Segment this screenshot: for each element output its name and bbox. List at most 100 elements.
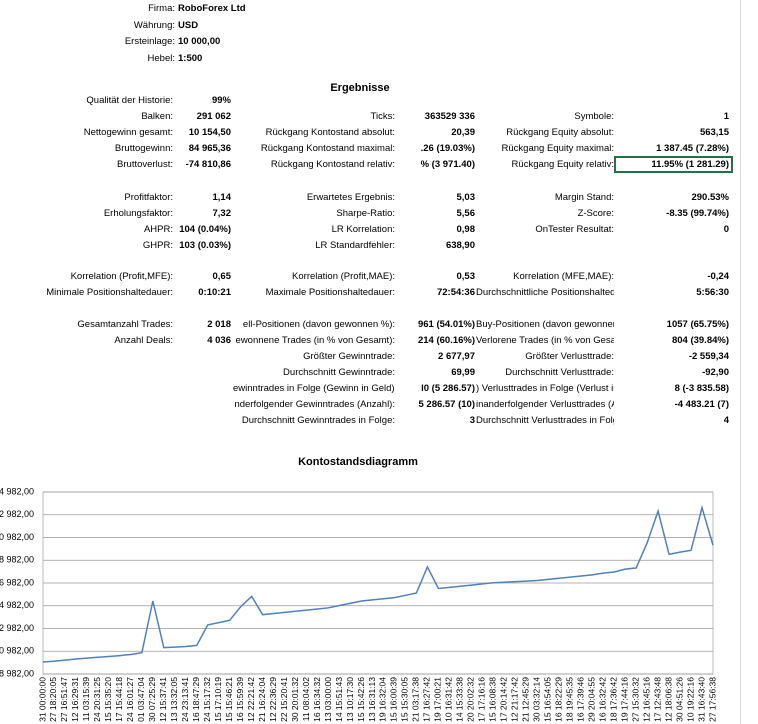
- result-label: Minimale Positionshaltedauer:: [46, 287, 173, 298]
- x-tick-label: 27 18:20:05: [48, 677, 58, 722]
- result-label: Durchschnitt Verlusttrades in Folge:: [476, 415, 614, 426]
- x-tick-label: 12 22:21:42: [246, 677, 256, 722]
- header-label: Firma:: [148, 3, 175, 14]
- x-tick-label: 17 20:14:42: [499, 677, 509, 722]
- x-tick-label: 21 16:24:04: [257, 677, 267, 722]
- y-tick-label: 0 982,00: [0, 646, 34, 656]
- result-value: 11.95% (1 281.29): [651, 159, 729, 170]
- result-value: 2 018: [207, 319, 231, 330]
- result-value: 1057 (65.75%): [666, 319, 729, 330]
- x-tick-label: 22 15:20:41: [279, 677, 289, 722]
- result-value: -4 483.21 (7): [674, 399, 729, 410]
- result-label: Balken:: [141, 111, 173, 122]
- x-tick-label: 30 04:51:26: [674, 677, 684, 722]
- x-tick-label: 12 18:06:38: [663, 677, 673, 722]
- result-value: 4 036: [207, 335, 231, 346]
- x-tick-label: 01 03:47:04: [136, 677, 146, 722]
- result-value: 1,14: [212, 192, 232, 203]
- x-tick-label: 30 20:01:32: [290, 677, 300, 722]
- x-tick-label: 24 23:13:41: [180, 677, 190, 722]
- y-tick-label: 2 982,00: [0, 623, 34, 633]
- chart-title: Kontostandsdiagramm: [298, 456, 418, 468]
- x-tick-label: 12 22:36:29: [268, 677, 278, 722]
- x-tick-label: 16 16:32:42: [597, 677, 607, 722]
- x-tick-label: 31 16:43:40: [696, 677, 706, 722]
- result-label: Bruttoverlust:: [117, 159, 173, 170]
- result-value: 961 (54.01%): [417, 319, 475, 330]
- y-tick-label: 6 982,00: [0, 577, 34, 587]
- x-tick-label: 15 15:46:21: [224, 677, 234, 722]
- x-tick-label: 27 17:56:38: [707, 677, 717, 722]
- result-value: -8.35 (99.74%): [666, 208, 729, 219]
- result-label: Buy-Positionen (davon gewonnen %):: [476, 319, 614, 330]
- result-value: 2 677,97: [438, 351, 475, 362]
- y-tick-label: 8 982,00: [0, 555, 34, 565]
- x-tick-label: 30 03:32:14: [532, 677, 542, 722]
- result-value: 69,99: [451, 367, 475, 378]
- x-tick-label: 17 15:44:18: [114, 677, 124, 722]
- header-value: USD: [178, 19, 199, 31]
- result-label: Symbole:: [574, 111, 614, 122]
- result-value: 10 154,50: [188, 127, 231, 138]
- result-label: inanderfolgender Verlusttrades (Anzahl):: [476, 399, 614, 410]
- header-value: RoboForex Ltd: [178, 3, 246, 14]
- chart: Kontostandsdiagramm 8 982,00 0 982,00 2 98…: [0, 456, 717, 722]
- result-label: Größter Gewinntrade:: [303, 351, 395, 362]
- x-tick-label: 14 15:51:43: [334, 677, 344, 722]
- x-tick-label: 24 15:17:32: [202, 677, 212, 722]
- selected-cell: [614, 156, 733, 173]
- result-label: Margin Stand:: [554, 192, 614, 203]
- x-tick-label: 27 16:51:47: [59, 677, 69, 722]
- result-label: OnTester Resultat:: [535, 224, 614, 235]
- result-value: 103 (0.03%): [179, 240, 231, 251]
- header-value: 10 000,00: [178, 36, 221, 47]
- result-label: ell-Positionen (davon gewonnen %):: [242, 319, 395, 330]
- header-label: Hebel:: [147, 52, 175, 64]
- result-value: 1 387.45 (7.28%): [656, 143, 729, 154]
- result-value: 804 (39.84%): [671, 335, 729, 346]
- result-value: 104 (0.04%): [179, 224, 231, 235]
- result-value: 0,65: [212, 271, 232, 282]
- result-value: 4: [723, 415, 729, 426]
- y-tick-label: 4 982,00: [0, 486, 34, 496]
- result-label: ewinntrades in Folge (Gewinn in Geld):: [233, 383, 395, 394]
- result-label: Größter Verlusttrade:: [525, 351, 614, 362]
- x-tick-label: 11 08:04:02: [301, 677, 311, 722]
- x-tick-label: 24 16:01:27: [125, 677, 135, 722]
- result-label: Rückgang Equity absolut:: [506, 127, 614, 138]
- y-tick-label: 4 982,00: [0, 600, 34, 610]
- x-tick-label: 17 16:27:42: [422, 677, 432, 722]
- result-value: 3: [469, 415, 475, 426]
- result-value: 363529 336: [424, 111, 475, 122]
- result-value: -74 810,86: [185, 159, 231, 170]
- x-tick-label: 15 16:08:38: [488, 677, 498, 722]
- x-tick-label: 13 10:17:30: [345, 677, 355, 722]
- x-tick-label: 21 03:17:38: [411, 677, 421, 722]
- x-tick-label: 11 03:15:39: [81, 677, 91, 722]
- x-tick-label: 12 16:45:16: [641, 677, 651, 722]
- result-value: 5,56: [456, 208, 476, 219]
- result-label: AHPR:: [143, 224, 173, 235]
- result-value: 5,03: [456, 192, 476, 203]
- result-value: % (3 971.40): [420, 159, 475, 170]
- x-tick-label: 17 12:43:48: [652, 677, 662, 722]
- x-tick-label: 15 15:42:26: [356, 677, 366, 722]
- result-label: Rückgang Equity maximal:: [501, 143, 614, 154]
- result-label: Durchschnitt Gewinntrade:: [283, 367, 395, 378]
- result-label: Korrelation (MFE,MAE):: [513, 271, 614, 282]
- result-value: -92,90: [702, 367, 729, 378]
- result-value: 84 965,36: [188, 143, 231, 154]
- x-tick-label: 29 20:04:55: [586, 677, 596, 722]
- x-tick-label: 18 19:45:35: [564, 677, 574, 722]
- x-tick-label: 27 15:30:32: [630, 677, 640, 722]
- result-value: -2 559,34: [688, 351, 729, 362]
- result-label: Z-Score:: [577, 208, 614, 219]
- results-title: Ergebnisse: [330, 82, 390, 94]
- x-tick-label: 19 16:32:04: [378, 677, 388, 722]
- x-tick-label: 15 15:35:20: [103, 677, 113, 722]
- result-value: 563,15: [699, 127, 729, 138]
- result-label: Gesamtanzahl Trades:: [77, 319, 173, 330]
- result-label: nderfolgender Gewinntrades (Anzahl):: [234, 399, 395, 410]
- result-label: GHPR:: [142, 240, 173, 251]
